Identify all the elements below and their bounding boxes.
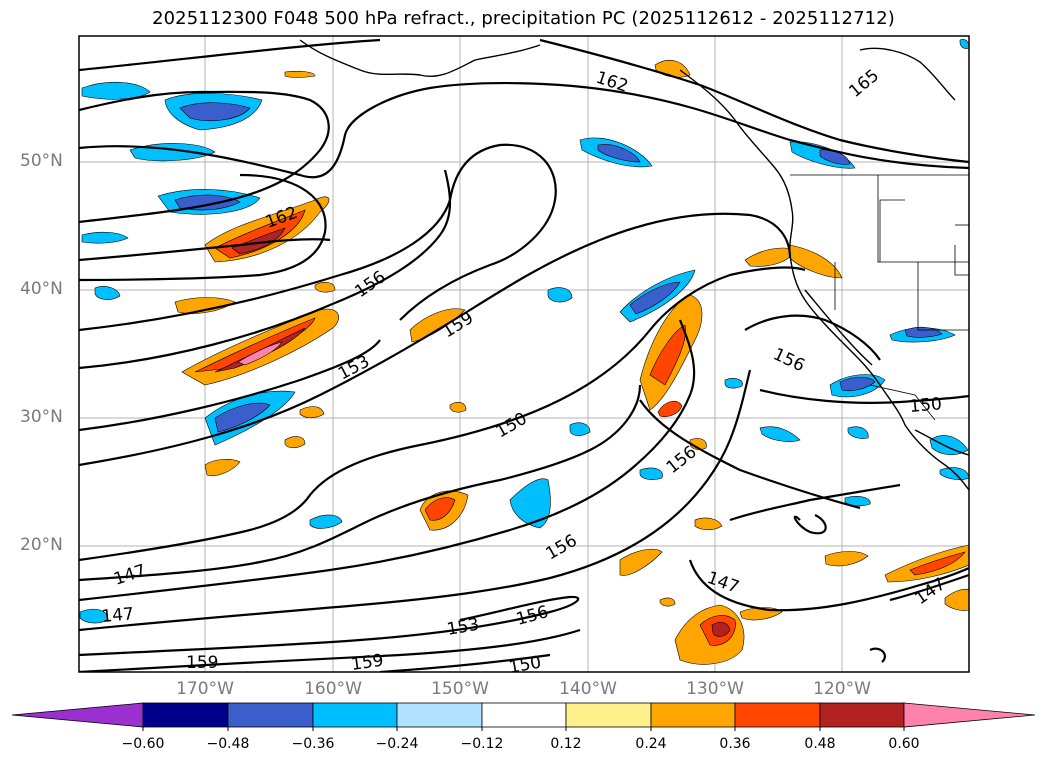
colorbar-tick-label: −0.60: [121, 736, 165, 752]
precip-negative-areas: [79, 39, 969, 624]
colorbar: [11, 702, 1036, 731]
lon-label: 130°W: [686, 679, 744, 699]
colorbar-bin: [650, 702, 736, 728]
lat-label: 50°N: [20, 151, 63, 171]
lon-label: 120°W: [813, 679, 871, 699]
contour-label: 159: [350, 651, 385, 675]
lat-label: 30°N: [20, 407, 63, 427]
colorbar-tick-label: −0.48: [206, 736, 250, 752]
colorbar-bin: [312, 702, 398, 728]
lat-label: 40°N: [20, 279, 63, 299]
colorbar-bin: [227, 702, 314, 728]
colorbar-tick-label: −0.12: [460, 736, 504, 752]
colorbar-bin: [396, 702, 483, 728]
refractivity-contours: [79, 38, 969, 672]
lon-label: 140°W: [559, 679, 617, 699]
lon-label: 170°W: [176, 679, 234, 699]
colorbar-tick-label: −0.24: [375, 736, 419, 752]
colorbar-bin: [481, 702, 567, 728]
colorbar-tick-label: 0.48: [804, 736, 836, 752]
lat-label: 20°N: [20, 535, 63, 555]
graticule: [79, 36, 969, 672]
borders: [790, 174, 969, 421]
colorbar-tick-label: −0.36: [291, 736, 335, 752]
coastlines: [299, 39, 969, 491]
lon-label: 150°W: [431, 679, 489, 699]
lon-label: 160°W: [304, 679, 362, 699]
colorbar-bin: [819, 702, 905, 728]
colorbar-tick-label: 0.24: [635, 736, 667, 752]
contour-label: 147: [101, 604, 135, 627]
colorbar-tick-label: 0.60: [888, 736, 920, 752]
map-frame: [78, 35, 970, 673]
map-title: 2025112300 F048 500 hPa refract., precip…: [152, 8, 895, 29]
map-plot-area: [79, 36, 969, 672]
colorbar-bin: [142, 702, 229, 728]
colorbar-bin: [734, 702, 821, 728]
colorbar-tick-label: 0.36: [719, 736, 751, 752]
colorbar-extend-high: [903, 702, 1036, 728]
contour-label: 150: [507, 653, 542, 678]
colorbar-bin: [565, 702, 652, 728]
contour-label: 150: [909, 394, 943, 417]
colorbar-tick-label: 0.12: [550, 736, 582, 752]
contour-label: 159: [186, 653, 218, 673]
colorbar-extend-low: [11, 702, 144, 728]
